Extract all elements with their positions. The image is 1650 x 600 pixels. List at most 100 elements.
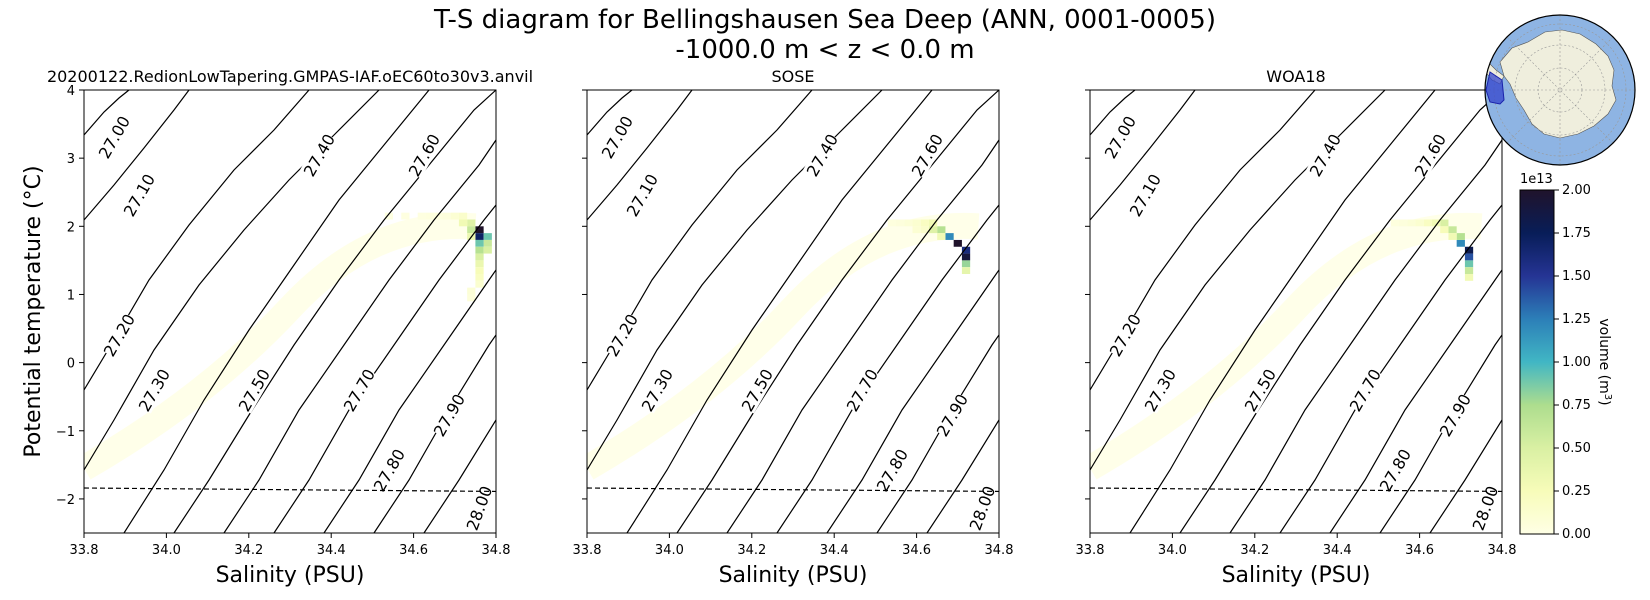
heatmap-cell [928, 226, 938, 234]
heatmap-cell [417, 212, 426, 220]
density-contour-label: 27.60 [1411, 131, 1450, 180]
density-contour-label: 27.60 [405, 131, 444, 180]
heatmap-cell [920, 226, 929, 234]
panel-1: 27.0027.1027.2027.3027.4027.5027.6027.70… [21, 67, 533, 588]
colorbar-tick-label: 0.00 [1562, 527, 1591, 542]
y-tick-label: 3 [67, 152, 75, 167]
heatmap-cell [1399, 219, 1408, 227]
inset-border [1484, 14, 1636, 166]
heatmap-cell [1448, 233, 1457, 240]
density-contour-label: 27.10 [120, 171, 159, 220]
heatmap-cell [467, 294, 476, 302]
density-contour [1090, 90, 1136, 136]
colorbar-body [1519, 189, 1555, 535]
y-tick-label: 4 [67, 84, 75, 99]
heatmap-cell [475, 233, 484, 240]
figure-subtitle: -1000.0 m < z < 0.0 m [675, 35, 974, 65]
x-tick-label: 34.4 [1323, 543, 1352, 558]
x-tick-label: 34.8 [985, 543, 1014, 558]
heatmap-cell [467, 219, 476, 227]
density-contour [776, 204, 999, 533]
density-contour-label: 27.90 [933, 391, 972, 440]
density-contour [676, 90, 999, 533]
low-volume-region [84, 212, 477, 480]
colorbar-label: volume (m3) [1596, 318, 1614, 405]
heatmap-cell [475, 253, 484, 261]
density-contour-label: 27.80 [370, 446, 409, 495]
heatmap-cell [937, 233, 946, 240]
heatmap-cell [912, 226, 921, 234]
heatmap-cell [475, 260, 484, 268]
freezing-line [84, 487, 496, 493]
heatmap-cell [475, 280, 484, 288]
panel-title: SOSE [771, 67, 814, 86]
x-axis-label: Salinity (PSU) [216, 563, 365, 588]
heatmap-cell [467, 226, 476, 234]
low-volume-region [1090, 212, 1483, 480]
heatmap-cell [483, 239, 492, 247]
colorbar: 1e13 0.00 0.25 0.50 0.75 1.00 1.25 1.50 1.75 2.0… [1519, 172, 1614, 542]
x-tick-label: 34.0 [655, 543, 684, 558]
y-tick-label: −1 [56, 425, 75, 440]
freezing-line [1090, 487, 1502, 493]
x-tick-label: 33.8 [1076, 543, 1105, 558]
colorbar-tick-label: 1.75 [1562, 226, 1591, 241]
density-contour-label: 27.60 [908, 131, 947, 180]
heatmap-cell [384, 212, 393, 220]
heatmap-cell [1440, 219, 1449, 227]
heatmap-cell [458, 212, 468, 220]
heatmap-cell [961, 267, 971, 275]
density-contour [587, 90, 633, 136]
colorbar-ticks: 0.00 0.25 0.50 0.75 1.00 1.25 1.50 1.75 2.00 [1554, 183, 1591, 542]
heatmap-cell [467, 287, 476, 295]
density-contour [84, 90, 190, 221]
plot-frame [586, 89, 1000, 534]
heatmap-cell [442, 212, 451, 220]
x-tick-label: 34.6 [399, 543, 428, 558]
heatmap-cell [937, 226, 946, 234]
x-tick-label: 34.2 [737, 543, 766, 558]
heatmap-cell [912, 219, 921, 227]
panel-title: 20200122.RedionLowTapering.GMPAS-IAF.oEC… [47, 67, 533, 86]
density-contour-label: 27.90 [430, 391, 469, 440]
density-contour [826, 269, 999, 533]
density-contour-label: 27.20 [100, 311, 139, 360]
density-contour [1429, 419, 1502, 533]
heatmap-cell [401, 212, 410, 220]
heatmap-cell [961, 246, 971, 254]
plot-frame [83, 89, 497, 534]
low-volume-region [587, 212, 980, 480]
heatmap-cell [1390, 219, 1399, 227]
density-contour-label: 27.40 [300, 131, 339, 180]
density-contour-label: 27.80 [873, 446, 912, 495]
density-contour-label: 27.70 [340, 366, 379, 415]
heatmap-cell [475, 239, 484, 247]
heatmap-cell [1464, 267, 1474, 275]
heatmap-cell [896, 219, 905, 227]
x-tick-label: 34.8 [1488, 543, 1517, 558]
density-contour [84, 90, 130, 136]
panel-3: 27.0027.1027.2027.3027.4027.5027.6027.70… [1076, 67, 1517, 588]
heatmap-cell [945, 233, 954, 240]
density-contour-label: 27.20 [603, 311, 642, 360]
heatmap-cell [1448, 226, 1457, 234]
density-contour-label: 27.80 [1376, 446, 1415, 495]
density-contour-label: 27.20 [1106, 311, 1145, 360]
density-contour [323, 269, 496, 533]
heatmap-cell [887, 219, 896, 227]
panel-2: 27.0027.1027.2027.3027.4027.5027.6027.70… [573, 67, 1014, 588]
x-axis-label: Salinity (PSU) [719, 563, 868, 588]
inset-map [1484, 14, 1636, 166]
heatmap-cell [920, 219, 929, 227]
heatmap-cell [425, 212, 435, 220]
density-contour-label: 27.40 [1306, 131, 1345, 180]
x-tick-label: 33.8 [573, 543, 602, 558]
x-tick-label: 34.6 [1405, 543, 1434, 558]
density-contour-label: 27.70 [1346, 366, 1385, 415]
heatmap-cell [475, 246, 484, 254]
colorbar-tick-label: 1.50 [1562, 269, 1591, 284]
panels: 27.0027.1027.2027.3027.4027.5027.6027.70… [21, 67, 1516, 588]
x-tick-label: 34.2 [1240, 543, 1269, 558]
density-contour-label: 27.10 [623, 171, 662, 220]
heatmap-cell [1456, 239, 1465, 247]
